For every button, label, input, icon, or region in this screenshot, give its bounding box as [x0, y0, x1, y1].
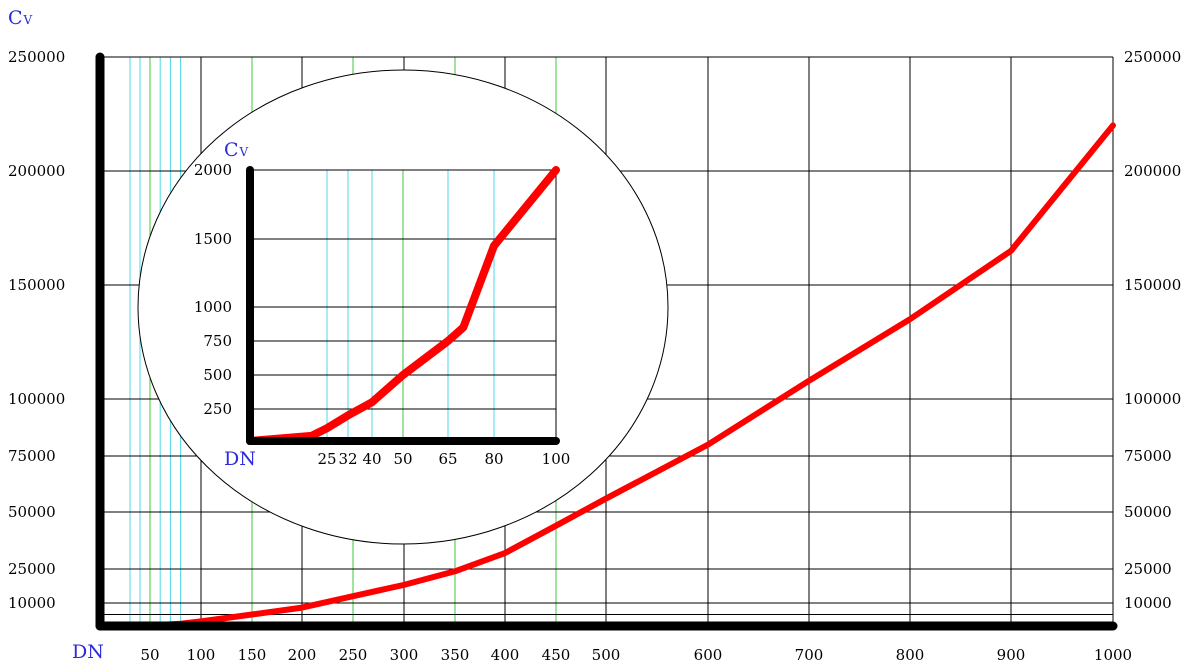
main-x-tick-label: 300 [390, 646, 419, 664]
main-y-tick-label-right: 100000 [1124, 390, 1181, 408]
inset-y-tick-label: 750 [203, 332, 232, 350]
inset-x-tick-label: 32 [338, 450, 357, 468]
main-x-tick-label: 150 [238, 646, 267, 664]
inset-x-tick-label: 80 [484, 450, 503, 468]
inset-y-tick-labels: 250 500 750 1000 1500 2000 [194, 161, 232, 418]
main-x-tick-labels: 50 100 150 200 250 300 350 400 450 500 600 700 800 90… [140, 646, 1132, 664]
inset-y-tick-label: 1500 [194, 230, 232, 248]
main-x-tick-label: 100 [187, 646, 216, 664]
main-y-tick-label-right: 10000 [1124, 594, 1172, 612]
main-x-tick-label: 350 [441, 646, 470, 664]
inset-y-axis-title: CV [224, 139, 249, 161]
main-x-tick-label: 500 [592, 646, 621, 664]
main-y-tick-label-right: 200000 [1124, 162, 1181, 180]
main-y-tick-label-left: 250000 [8, 48, 65, 66]
inset-x-tick-labels: 25 32 40 50 65 80 100 [317, 450, 570, 468]
main-y-tick-label-left: 50000 [8, 503, 56, 521]
main-y-tick-label-left: 200000 [8, 162, 65, 180]
main-x-tick-label: 800 [896, 646, 925, 664]
inset-x-tick-label: 50 [393, 450, 412, 468]
main-x-tick-label: 600 [694, 646, 723, 664]
inset-x-tick-label: 65 [438, 450, 457, 468]
main-x-tick-label: 400 [491, 646, 520, 664]
main-y-axis-title: CV [8, 7, 33, 29]
inset-y-tick-label: 250 [203, 400, 232, 418]
main-y-tick-label-left: 10000 [8, 594, 56, 612]
main-y-tick-labels-left: 10000 25000 50000 75000 100000 150000 200000 25… [8, 48, 65, 612]
main-y-tick-label-right: 25000 [1124, 560, 1172, 578]
main-x-tick-label: 1000 [1094, 646, 1132, 664]
main-x-tick-label: 50 [140, 646, 159, 664]
inset-x-tick-label: 100 [542, 450, 571, 468]
main-x-tick-label: 450 [542, 646, 571, 664]
main-x-tick-label: 250 [339, 646, 368, 664]
inset-y-tick-label: 2000 [194, 161, 232, 179]
inset-x-tick-label: 25 [317, 450, 336, 468]
main-x-tick-label: 700 [795, 646, 824, 664]
inset-horizontal-gridlines [250, 169, 556, 410]
main-y-tick-labels-right: 10000 25000 50000 75000 100000 150000 200000 25… [1124, 48, 1181, 612]
main-series-line [137, 122, 1116, 629]
inset-x-axis-title: DN [224, 448, 256, 470]
inset-x-tick-label: 40 [362, 450, 381, 468]
main-y-tick-label-left: 25000 [8, 560, 56, 578]
main-x-tick-label: 200 [288, 646, 317, 664]
inset-y-tick-label: 1000 [194, 298, 232, 316]
main-y-tick-label-left: 100000 [8, 390, 65, 408]
inset-series-line [246, 166, 560, 445]
main-y-tick-label-left: 150000 [8, 276, 65, 294]
main-x-axis-title: DN [72, 641, 104, 663]
main-y-tick-label-right: 75000 [1124, 447, 1172, 465]
main-y-tick-label-right: 50000 [1124, 503, 1172, 521]
inset-vertical-gridlines [326, 170, 557, 441]
main-y-tick-label-right: 150000 [1124, 276, 1181, 294]
main-y-tick-label-left: 75000 [8, 447, 56, 465]
inset-y-tick-label: 500 [203, 366, 232, 384]
main-x-tick-label: 900 [997, 646, 1026, 664]
main-y-tick-label-right: 250000 [1124, 48, 1181, 66]
